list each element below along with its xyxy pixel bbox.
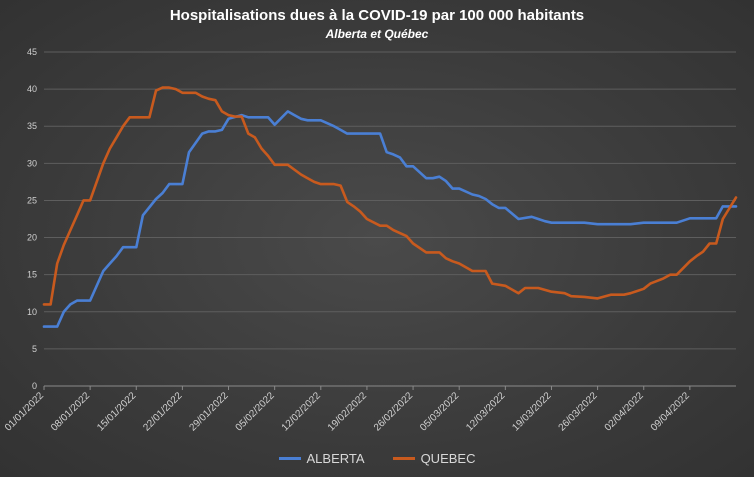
legend-label: ALBERTA: [306, 451, 365, 466]
x-tick-label: 12/03/2022: [464, 390, 507, 433]
legend-item-alberta: ALBERTA: [278, 451, 365, 466]
y-tick-label: 45: [27, 47, 37, 57]
legend-label: QUEBEC: [420, 451, 476, 466]
y-tick-label: 20: [27, 233, 37, 243]
chart-title: Hospitalisations dues à la COVID-19 par …: [169, 7, 585, 24]
x-tick-label: 05/03/2022: [418, 390, 461, 433]
x-tick-label: 12/02/2022: [280, 390, 323, 433]
y-tick-label: 30: [27, 158, 37, 168]
x-tick-label: 26/02/2022: [372, 390, 415, 433]
y-tick-label: 25: [27, 195, 37, 205]
series-line-quebec: [42, 86, 738, 306]
y-tick-label: 40: [27, 84, 37, 94]
x-tick-label: 19/03/2022: [510, 390, 553, 433]
x-tick-label: 05/02/2022: [234, 390, 277, 433]
x-tick-label: 02/04/2022: [603, 390, 646, 433]
x-tick-label: 08/01/2022: [49, 390, 92, 433]
y-tick-label: 10: [27, 307, 37, 317]
legend: ALBERTA QUEBEC: [0, 451, 754, 466]
x-tick-label: 15/01/2022: [95, 390, 138, 433]
y-tick-label: 0: [32, 381, 37, 391]
x-tick-label: 26/03/2022: [557, 390, 600, 433]
legend-item-quebec: QUEBEC: [392, 451, 476, 466]
x-tick-label: 29/01/2022: [187, 390, 230, 433]
x-tick-label: 19/02/2022: [326, 390, 369, 433]
x-tick-label: 09/04/2022: [649, 390, 692, 433]
y-tick-label: 15: [27, 270, 37, 280]
legend-swatch: [392, 457, 415, 460]
legend-swatch: [278, 457, 301, 460]
x-tick-label: 01/01/2022: [3, 390, 46, 433]
y-tick-label: 5: [32, 344, 37, 354]
x-tick-label: 22/01/2022: [141, 390, 184, 433]
series-line-alberta: [42, 110, 738, 328]
chart-subtitle: Alberta et Québec: [325, 27, 429, 41]
y-tick-label: 35: [27, 121, 37, 131]
